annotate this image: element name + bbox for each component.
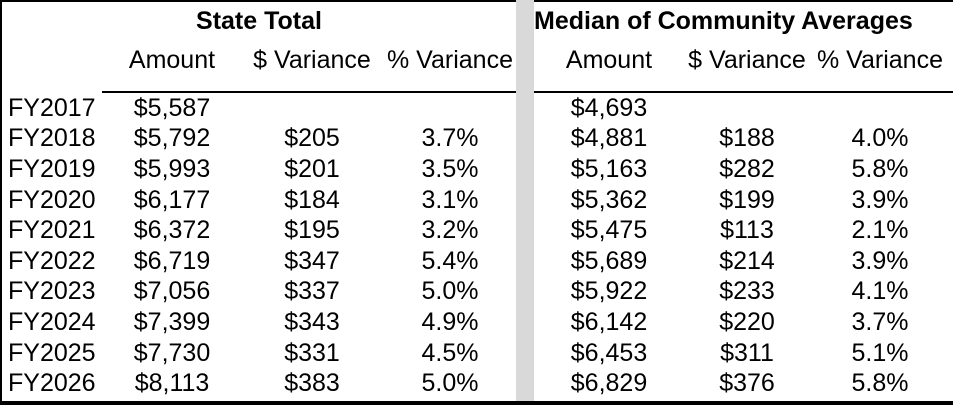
cell-pct-variance: 5.8% — [851, 369, 909, 398]
cell-amount: $6,177 — [133, 185, 211, 214]
cell-pct-variance: 3.7% — [851, 307, 909, 336]
row-label: FY2017 — [8, 93, 96, 122]
cell-dollar-variance: $233 — [719, 277, 775, 306]
cell-pct-variance: 4.9% — [421, 307, 479, 336]
state-total-title: State Total — [196, 6, 322, 35]
cell-dollar-variance: $220 — [719, 307, 775, 336]
cell-amount: $7,056 — [133, 277, 211, 306]
cell-amount: $7,730 — [133, 338, 211, 367]
cell-dollar-variance: $331 — [284, 338, 340, 367]
cell-dollar-variance: $195 — [284, 216, 340, 245]
cell-dollar-variance: $343 — [284, 307, 340, 336]
row-label: FY2019 — [8, 154, 96, 183]
cell-pct-variance: 5.8% — [851, 154, 909, 183]
row-label: FY2021 — [8, 216, 96, 245]
cell-dollar-variance: $188 — [719, 124, 775, 153]
column-header-amount: Amount — [128, 45, 216, 74]
cell-amount: $8,113 — [134, 369, 210, 398]
cell-dollar-variance: $282 — [719, 154, 775, 183]
median-community-averages-title: Median of Community Averages — [534, 6, 913, 35]
cell-amount: $6,829 — [570, 369, 648, 398]
state-total-column-headers: Amount $ Variance % Variance — [2, 40, 516, 80]
cell-dollar-variance: $347 — [284, 246, 340, 275]
cell-amount: $5,993 — [133, 154, 211, 183]
cell-amount: $5,792 — [133, 124, 211, 153]
cell-pct-variance: 5.0% — [421, 277, 479, 306]
cell-dollar-variance: $214 — [719, 246, 775, 275]
cell-dollar-variance: $383 — [284, 369, 340, 398]
median-data-grid: $4,693 $4,881 $188 4.0% $5,163 $282 5.8% $5,362… — [534, 93, 953, 399]
median-column-headers: Amount $ Variance % Variance — [534, 40, 953, 80]
cell-pct-variance: 5.4% — [421, 246, 479, 275]
cell-amount: $5,475 — [570, 216, 648, 245]
column-header-pct-variance: % Variance — [817, 45, 943, 74]
cell-pct-variance: 5.0% — [421, 369, 479, 398]
row-label: FY2024 — [8, 307, 96, 336]
row-label: FY2020 — [8, 185, 96, 214]
cell-amount: $5,362 — [570, 185, 648, 214]
cell-pct-variance: 3.9% — [851, 246, 909, 275]
header-underline — [102, 91, 516, 93]
row-label: FY2018 — [8, 124, 96, 153]
cell-dollar-variance: $205 — [284, 124, 340, 153]
cell-pct-variance: 4.5% — [421, 338, 479, 367]
cell-pct-variance: 3.5% — [421, 154, 479, 183]
column-header-pct-variance: % Variance — [387, 45, 513, 74]
column-header-amount: Amount — [565, 45, 653, 74]
cell-pct-variance: 4.0% — [851, 124, 909, 153]
cell-dollar-variance: $113 — [720, 216, 774, 245]
cell-dollar-variance: $337 — [284, 277, 340, 306]
cell-amount: $6,142 — [570, 307, 648, 336]
cell-pct-variance: 3.2% — [421, 216, 479, 245]
cell-pct-variance: 4.1% — [851, 277, 909, 306]
cell-amount: $5,922 — [570, 277, 648, 306]
row-label: FY2022 — [8, 246, 96, 275]
header-underline — [534, 91, 953, 93]
state-total-data-grid: FY2017 $5,587 FY2018 $5,792 $205 3.7% FY2019 $5… — [2, 93, 516, 399]
cell-pct-variance: 2.1% — [851, 216, 909, 245]
median-community-averages-section: Median of Community Averages Amount $ Va… — [534, 0, 953, 401]
cell-amount: $6,453 — [570, 338, 648, 367]
cell-pct-variance: 5.1% — [851, 338, 909, 367]
row-label: FY2025 — [8, 338, 96, 367]
cell-amount: $5,689 — [570, 246, 648, 275]
cell-amount: $4,881 — [570, 124, 648, 153]
cell-amount: $7,399 — [133, 307, 211, 336]
cell-dollar-variance: $199 — [719, 185, 775, 214]
column-header-dollar-variance: $ Variance — [253, 45, 371, 74]
cell-amount: $5,587 — [133, 93, 211, 122]
cell-dollar-variance: $311 — [720, 338, 774, 367]
cell-amount: $6,719 — [133, 246, 211, 275]
cell-pct-variance: 3.7% — [421, 124, 479, 153]
cell-dollar-variance: $201 — [284, 154, 340, 183]
cell-pct-variance: 3.9% — [851, 185, 909, 214]
section-divider-bar — [516, 0, 534, 401]
state-total-section: State Total Amount $ Variance % Variance… — [0, 0, 516, 401]
cell-amount: $6,372 — [133, 216, 211, 245]
cell-dollar-variance: $376 — [719, 369, 775, 398]
cell-dollar-variance: $184 — [284, 185, 340, 214]
cell-pct-variance: 3.1% — [421, 185, 479, 214]
cell-amount: $5,163 — [570, 154, 648, 183]
row-label: FY2026 — [8, 369, 96, 398]
cell-amount: $4,693 — [570, 93, 648, 122]
column-header-dollar-variance: $ Variance — [688, 45, 806, 74]
row-label: FY2023 — [8, 277, 96, 306]
